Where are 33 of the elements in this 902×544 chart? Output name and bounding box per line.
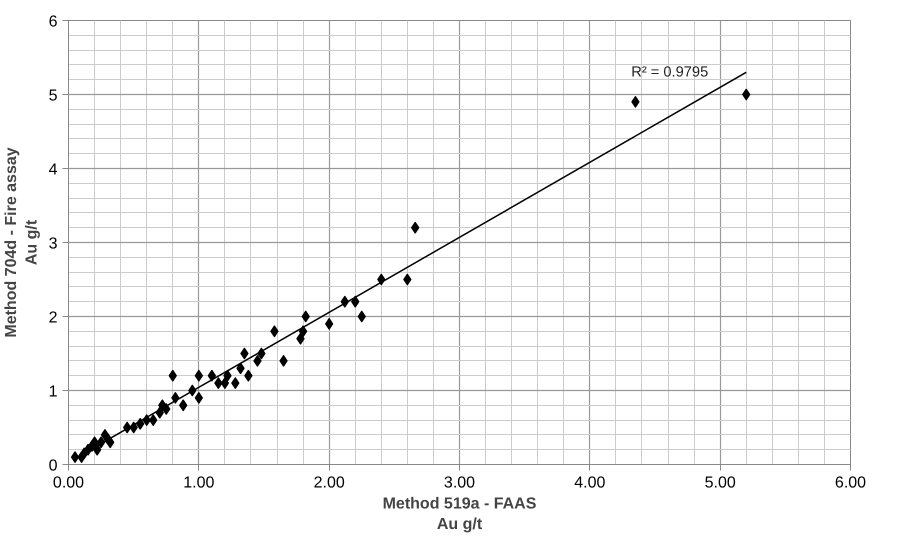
point [358, 310, 366, 322]
point [220, 377, 230, 390]
point [214, 377, 223, 390]
point [270, 325, 279, 338]
point [236, 362, 245, 374]
point [631, 96, 640, 108]
y-tick-label: 2 [48, 310, 58, 326]
point [279, 354, 288, 367]
y-tick-label: 3 [48, 236, 58, 252]
point [223, 370, 232, 382]
y-tick-label: 4 [48, 162, 58, 178]
point [244, 370, 253, 382]
x-tick-label: 6.00 [834, 474, 866, 492]
point [240, 348, 249, 360]
x-tick-label: 5.00 [704, 474, 736, 492]
x-tick-label: 2.00 [314, 474, 345, 492]
x-tick-label: 4.00 [574, 474, 606, 492]
y-tick-label: 0 [48, 458, 58, 474]
x-tick-label: 3.00 [444, 474, 476, 492]
x-tick-label: 1.00 [183, 474, 215, 492]
x-tick-label: 0.00 [52, 474, 84, 492]
y-tick-label: 5 [48, 88, 58, 104]
annotation: R² = 0.9795 [631, 64, 708, 80]
point [296, 332, 305, 345]
y-tick-label: 6 [48, 14, 58, 30]
y-axis-title: Method 704d - Fire assay Au g/t [3, 147, 41, 338]
point [253, 354, 262, 367]
point [302, 310, 310, 322]
point [208, 370, 216, 382]
point [403, 274, 412, 286]
y-tick-label: 1 [48, 384, 58, 400]
x-axis-title: Method 519a - FAAS Au g/t [382, 496, 537, 533]
point [742, 88, 750, 100]
